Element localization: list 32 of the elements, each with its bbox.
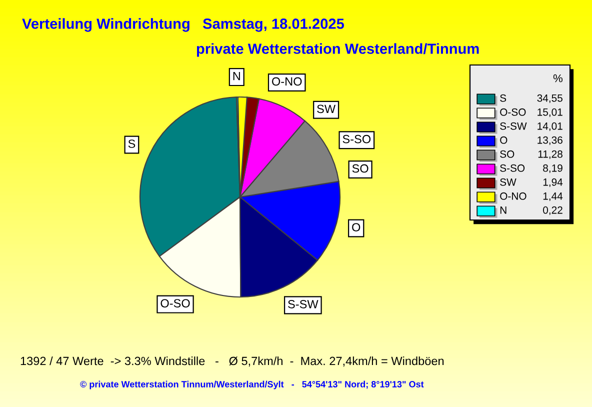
chart-title: Verteilung Windrichtung Samstag, 18.01.2025 (22, 18, 344, 32)
slice-label: SO (352, 164, 368, 173)
legend-label: SW (500, 178, 516, 186)
slice-label: S-SW (288, 300, 318, 308)
legend-label: O-SO (500, 108, 526, 116)
data-label: 1,94 (543, 178, 563, 188)
data-label: 1,44 (543, 192, 563, 202)
legend-label: O-NO (500, 192, 526, 200)
legend-label: O (500, 136, 508, 144)
data-label: 15,01 (538, 108, 562, 118)
slice-label: O-SO (160, 299, 190, 308)
data-label: 14,01 (538, 122, 562, 132)
data-label: 34,55 (537, 94, 562, 104)
slice-label: S (128, 140, 136, 148)
category-label: S-SO (342, 134, 371, 144)
legend-title: % (553, 74, 562, 82)
text: 1392 / 47 Werte -> 3.3% Windstille - Ø 5,7km/h - Max. 27,4km/h = Windböen (20, 356, 444, 367)
slice-label: N (233, 72, 240, 80)
chart-subtitle: private Wetterstation Westerland/Tinnum (196, 43, 479, 57)
data-label: 11,28 (538, 150, 562, 160)
legend-label: N (500, 206, 506, 214)
category-label: O-NO (272, 77, 302, 86)
data-label: 13,36 (538, 136, 562, 146)
legend-label: S-SW (500, 122, 527, 130)
legend-label: S (500, 94, 506, 102)
slice-label: O (352, 223, 360, 232)
legend-label: S-SO (500, 164, 525, 172)
category-label: SW (317, 104, 336, 114)
data-label: 0,22 (543, 206, 562, 216)
data-label: 8,19 (543, 164, 562, 174)
text: © private Wetterstation Tinnum/Westerland/Sylt - 54°54'13" Nord; 8°19'13" Ost (80, 380, 424, 390)
legend-label: SO (500, 150, 514, 158)
